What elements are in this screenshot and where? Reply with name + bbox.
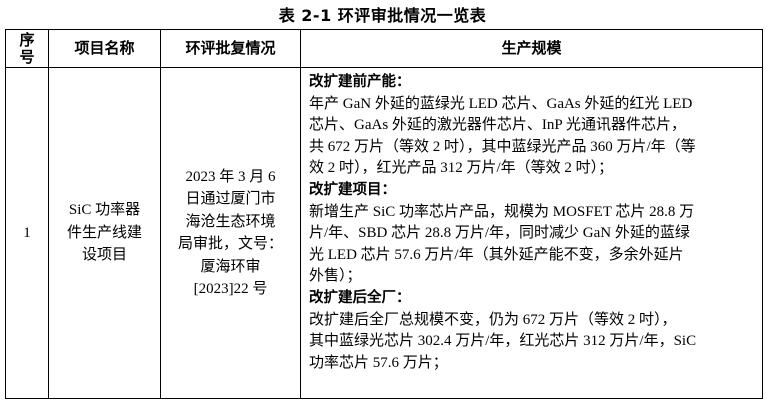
name-line: 件生产线建: [66, 224, 142, 241]
header-row: 序号 项目名称 环评批复情况 生产规模: [5, 29, 763, 68]
scale-line: 功率芯片 57.6 万片；: [309, 354, 448, 371]
scale-line: 改扩建后全厂总规模不变，仍为 672 万片（等效 2 吋），: [309, 311, 677, 328]
table-row: 1 SiC 功率器 件生产线建 设项目 2023 年 3 月 6 日通过厦门市 …: [5, 67, 763, 399]
cell-no: 1: [5, 67, 49, 399]
header-scale: 生产规模: [300, 29, 763, 68]
name-line: 设项目: [81, 247, 127, 264]
section-heading: 改扩建项目：: [309, 181, 396, 198]
scale-line: 片/年、SBD 芯片 28.8 万片/年，同时减少 GaN 外延的蓝绿: [309, 225, 690, 242]
name-line: SiC 功率器: [68, 202, 141, 219]
scale-line: 年产 GaN 外延的蓝绿光 LED 芯片、GaAs 外延的红光 LED: [309, 95, 693, 112]
scale-line: 效 2 吋），红光产品 312 万片/年（等效 2 吋）；: [309, 160, 614, 177]
scale-line: 光 LED 芯片 57.6 万片/年（其外延产能不变，多余外延片: [309, 246, 684, 263]
approval-table: 序号 项目名称 环评批复情况 生产规模 1 SiC 功率器 件生产线建 设项目 …: [5, 29, 763, 399]
header-no: 序号: [5, 29, 49, 68]
cell-name: SiC 功率器 件生产线建 设项目: [48, 67, 161, 399]
approval-line: 海沧生态环境: [185, 213, 276, 230]
scale-line: 新增生产 SiC 功率芯片产品，规模为 MOSFET 芯片 28.8 万: [309, 203, 695, 220]
approval-line: 日通过厦门市: [185, 191, 276, 207]
scale-line: 其中蓝绿光芯片 302.4 万片/年，红光芯片 312 万片/年，SiC: [309, 333, 697, 350]
header-no-line: 序: [19, 30, 35, 49]
approval-line: 厦海环审: [200, 258, 261, 275]
scale-line: 共 672 万片（等效 2 吋），其中蓝绿光产品 360 万片/年（等: [309, 138, 696, 155]
scale-line: 外售）；: [309, 268, 362, 285]
header-name: 项目名称: [48, 29, 161, 68]
header-no-line: 号: [19, 47, 35, 66]
approval-line: 2023 年 3 月 6: [185, 168, 276, 185]
table-title: 表 2-1 环评审批情况一览表: [278, 6, 487, 25]
section-heading: 改扩建后全厂：: [309, 289, 411, 306]
header-approval: 环评批复情况: [160, 29, 301, 68]
cell-approval: 2023 年 3 月 6 日通过厦门市 海沧生态环境 局审批，文号： 厦海环审 …: [160, 67, 301, 399]
section-heading: 改扩建前产能：: [309, 74, 411, 90]
approval-line: 局审批，文号：: [177, 236, 283, 252]
cell-scale: 改扩建前产能： 年产 GaN 外延的蓝绿光 LED 芯片、GaAs 外延的红光 …: [300, 67, 763, 399]
scale-line: 芯片、GaAs 外延的激光器件芯片、InP 光通讯器件芯片，: [309, 117, 686, 134]
approval-line: [2023]22 号: [193, 281, 268, 297]
